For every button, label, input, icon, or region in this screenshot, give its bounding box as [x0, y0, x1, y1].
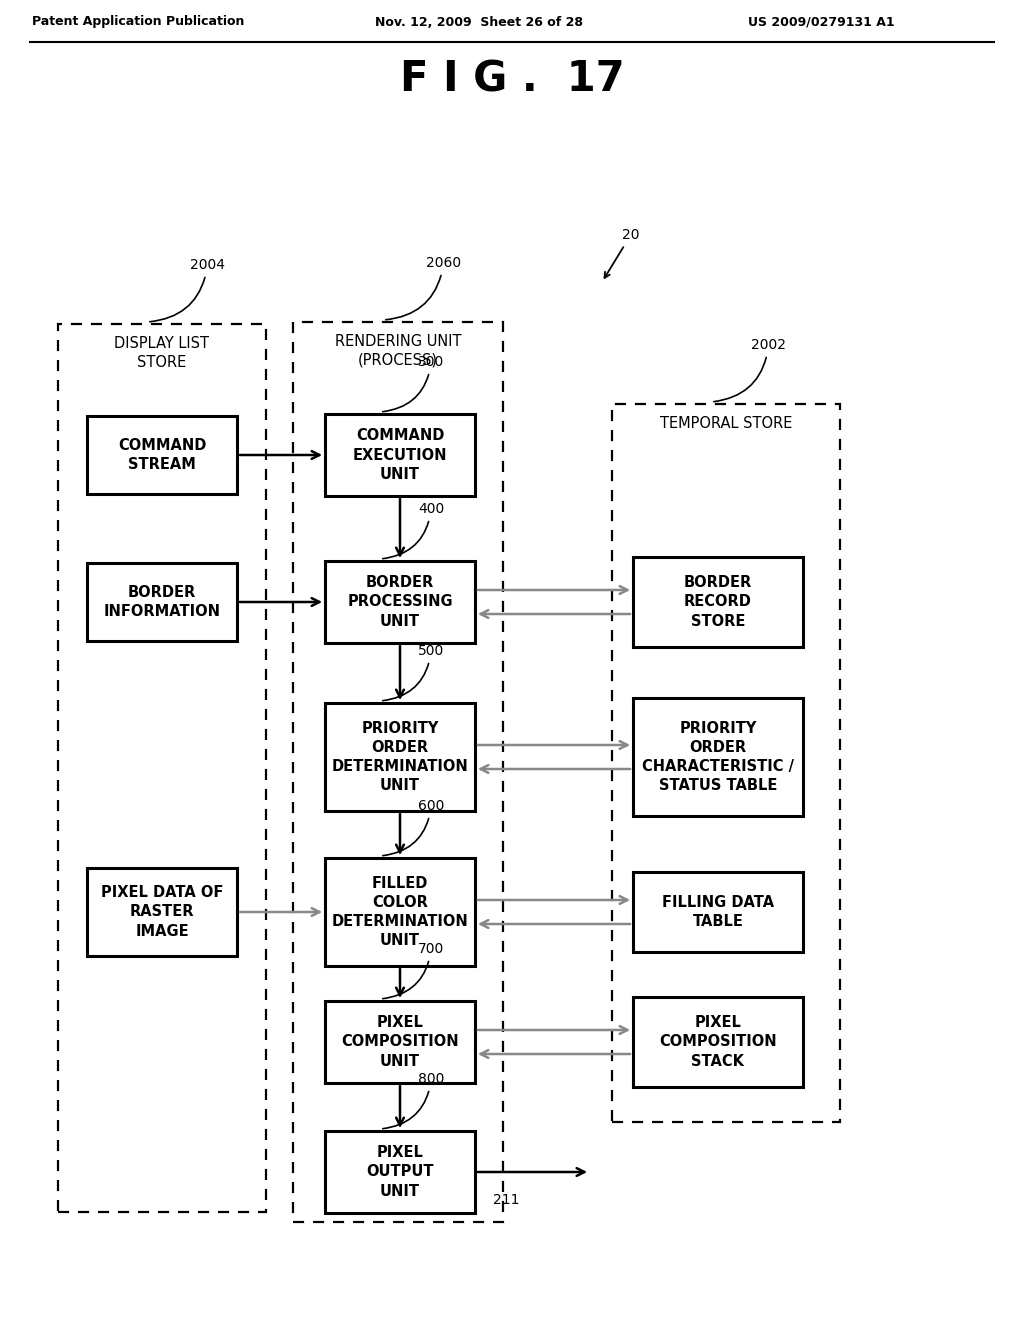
Text: PIXEL DATA OF
RASTER
IMAGE: PIXEL DATA OF RASTER IMAGE: [100, 886, 223, 939]
Bar: [633, 698, 803, 816]
Bar: [325, 414, 475, 496]
Text: 300: 300: [383, 355, 444, 412]
Text: 700: 700: [383, 942, 444, 999]
Text: FILLING DATA
TABLE: FILLING DATA TABLE: [662, 895, 774, 929]
Bar: [633, 997, 803, 1086]
Text: TEMPORAL STORE: TEMPORAL STORE: [659, 416, 793, 432]
Text: PIXEL
OUTPUT
UNIT: PIXEL OUTPUT UNIT: [367, 1146, 434, 1199]
Bar: [87, 564, 237, 642]
Text: FILLED
COLOR
DETERMINATION
UNIT: FILLED COLOR DETERMINATION UNIT: [332, 875, 468, 948]
Text: COMMAND
EXECUTION
UNIT: COMMAND EXECUTION UNIT: [352, 428, 447, 482]
Bar: [633, 873, 803, 952]
Bar: [87, 869, 237, 956]
Text: 211: 211: [493, 1193, 519, 1206]
Bar: [325, 704, 475, 810]
Bar: [325, 1001, 475, 1082]
Text: PRIORITY
ORDER
DETERMINATION
UNIT: PRIORITY ORDER DETERMINATION UNIT: [332, 721, 468, 793]
Text: Nov. 12, 2009  Sheet 26 of 28: Nov. 12, 2009 Sheet 26 of 28: [375, 16, 583, 29]
Bar: [633, 557, 803, 647]
Bar: [325, 1131, 475, 1213]
Bar: [87, 416, 237, 494]
Text: PIXEL
COMPOSITION
UNIT: PIXEL COMPOSITION UNIT: [341, 1015, 459, 1069]
Text: COMMAND
STREAM: COMMAND STREAM: [118, 438, 206, 473]
Text: 2004: 2004: [150, 257, 225, 322]
Text: 2060: 2060: [386, 256, 461, 319]
Text: 2002: 2002: [714, 338, 786, 401]
Bar: [612, 404, 840, 1122]
Bar: [325, 561, 475, 643]
Bar: [325, 858, 475, 966]
Text: BORDER
PROCESSING
UNIT: BORDER PROCESSING UNIT: [347, 576, 453, 628]
Text: BORDER
RECORD
STORE: BORDER RECORD STORE: [684, 576, 752, 628]
Text: PIXEL
COMPOSITION
STACK: PIXEL COMPOSITION STACK: [659, 1015, 777, 1069]
Text: RENDERING UNIT
(PROCESS): RENDERING UNIT (PROCESS): [335, 334, 461, 367]
Bar: [58, 323, 266, 1212]
Text: Patent Application Publication: Patent Application Publication: [32, 16, 245, 29]
Text: BORDER
INFORMATION: BORDER INFORMATION: [103, 585, 220, 619]
Text: 500: 500: [383, 644, 444, 701]
Text: F I G .  17: F I G . 17: [399, 59, 625, 102]
Text: 20: 20: [604, 228, 640, 279]
Text: 400: 400: [383, 502, 444, 558]
Text: DISPLAY LIST
STORE: DISPLAY LIST STORE: [115, 337, 210, 370]
Text: PRIORITY
ORDER
CHARACTERISTIC /
STATUS TABLE: PRIORITY ORDER CHARACTERISTIC / STATUS T…: [642, 721, 794, 793]
Text: US 2009/0279131 A1: US 2009/0279131 A1: [748, 16, 895, 29]
Text: 800: 800: [383, 1072, 444, 1129]
Text: 600: 600: [383, 799, 444, 855]
Bar: [293, 322, 503, 1222]
